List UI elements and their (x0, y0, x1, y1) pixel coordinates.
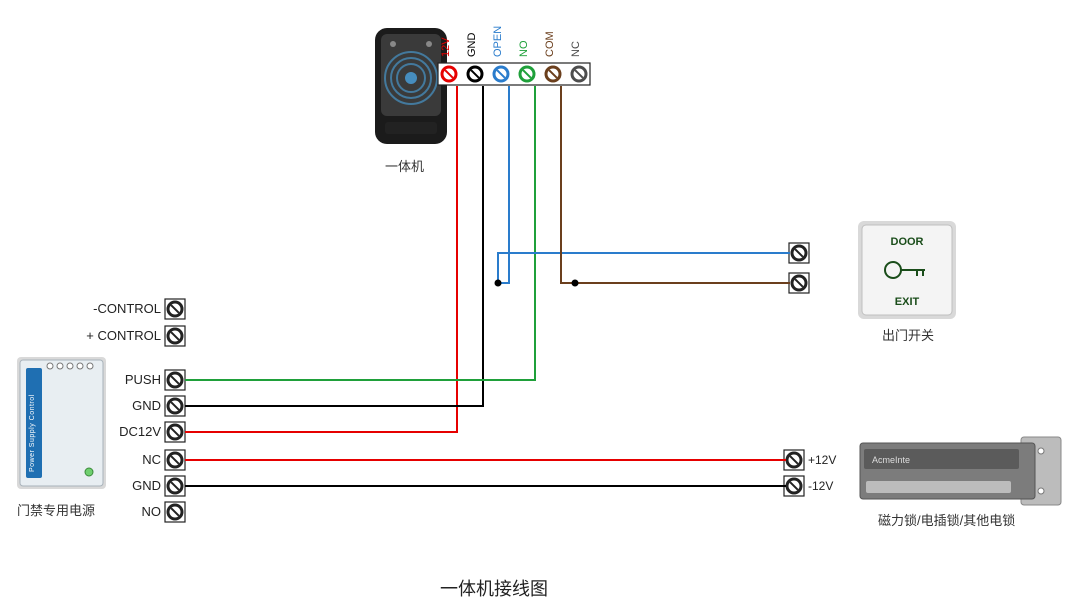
svg-text:+ CONTROL: + CONTROL (86, 328, 161, 343)
svg-text:NC: NC (142, 452, 161, 467)
svg-text:GND: GND (466, 33, 478, 58)
reader-label: 一体机 (385, 156, 424, 175)
svg-text:NO: NO (142, 504, 162, 519)
svg-text:-12V: -12V (808, 479, 833, 493)
svg-text:AcmeInte: AcmeInte (872, 455, 910, 465)
svg-text:+12V: +12V (808, 453, 836, 467)
svg-text:GND: GND (132, 398, 161, 413)
svg-text:-CONTROL: -CONTROL (93, 301, 161, 316)
svg-text:DC12V: DC12V (119, 424, 161, 439)
svg-text:Power Supply Control: Power Supply Control (29, 394, 36, 472)
exit-button-label: 出门开关 (882, 325, 934, 344)
diagram-title: 一体机接线图 (440, 575, 548, 601)
svg-text:NC: NC (570, 41, 582, 57)
svg-text:COM: COM (544, 31, 556, 57)
svg-text:DOOR: DOOR (891, 236, 924, 248)
psu-label: 门禁专用电源 (17, 500, 95, 519)
maglock-label: 磁力锁/电插锁/其他电锁 (878, 510, 1015, 529)
svg-text:GND: GND (132, 478, 161, 493)
svg-text:OPEN: OPEN (492, 26, 504, 57)
svg-text:PUSH: PUSH (125, 372, 161, 387)
svg-text:NO: NO (518, 40, 530, 57)
svg-text:12V: 12V (440, 37, 452, 57)
svg-text:EXIT: EXIT (895, 296, 920, 308)
